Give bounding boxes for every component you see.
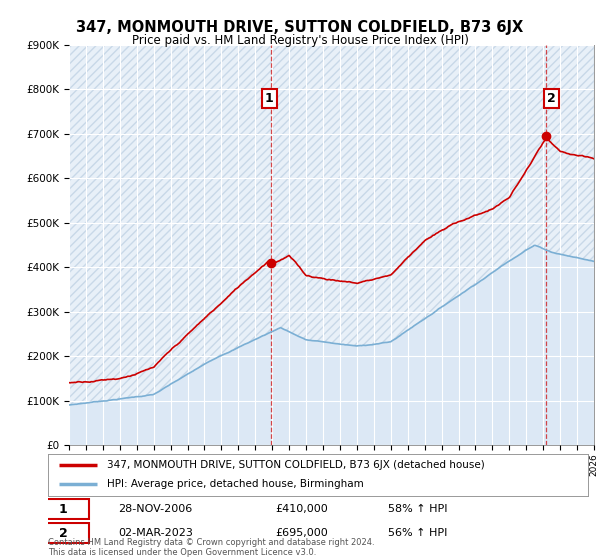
- Text: HPI: Average price, detached house, Birmingham: HPI: Average price, detached house, Birm…: [107, 479, 364, 489]
- Text: 56% ↑ HPI: 56% ↑ HPI: [388, 528, 448, 538]
- Text: 58% ↑ HPI: 58% ↑ HPI: [388, 504, 448, 514]
- Text: 28-NOV-2006: 28-NOV-2006: [118, 504, 193, 514]
- FancyBboxPatch shape: [37, 523, 89, 543]
- Text: 347, MONMOUTH DRIVE, SUTTON COLDFIELD, B73 6JX (detached house): 347, MONMOUTH DRIVE, SUTTON COLDFIELD, B…: [107, 460, 485, 470]
- Text: 1: 1: [265, 92, 274, 105]
- Text: Contains HM Land Registry data © Crown copyright and database right 2024.
This d: Contains HM Land Registry data © Crown c…: [48, 538, 374, 557]
- Text: 2: 2: [59, 526, 67, 540]
- Text: 1: 1: [59, 502, 67, 516]
- Text: 02-MAR-2023: 02-MAR-2023: [118, 528, 193, 538]
- Text: 347, MONMOUTH DRIVE, SUTTON COLDFIELD, B73 6JX: 347, MONMOUTH DRIVE, SUTTON COLDFIELD, B…: [76, 20, 524, 35]
- FancyBboxPatch shape: [37, 499, 89, 519]
- Text: Price paid vs. HM Land Registry's House Price Index (HPI): Price paid vs. HM Land Registry's House …: [131, 34, 469, 46]
- Text: £410,000: £410,000: [275, 504, 328, 514]
- Text: £695,000: £695,000: [275, 528, 328, 538]
- Text: 2: 2: [547, 92, 556, 105]
